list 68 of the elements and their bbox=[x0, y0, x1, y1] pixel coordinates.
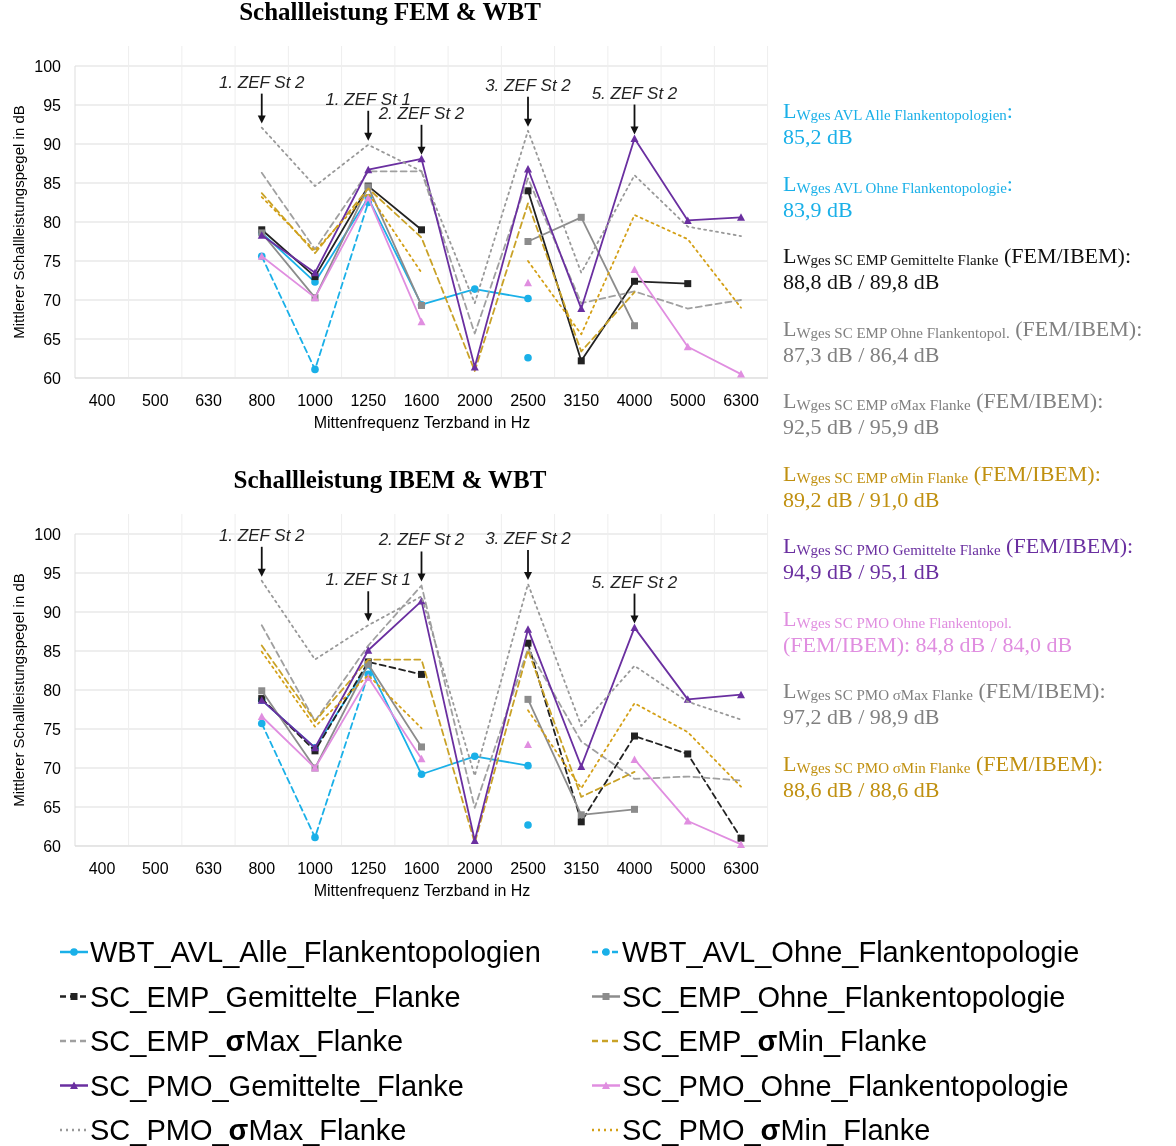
legend-label: SC_EMP_Gemittelte_Flanke bbox=[90, 980, 461, 1013]
annotation: 3. ZEF St 2 bbox=[485, 528, 572, 548]
legend-label: SC_PMO_σMin_Flanke bbox=[622, 1114, 931, 1146]
x-tick-label: 800 bbox=[248, 392, 276, 409]
annotation: 1. ZEF St 1 bbox=[325, 570, 412, 590]
x-tick-label: 500 bbox=[141, 392, 169, 409]
x-axis-title: Mittenfrequenz Terzband in Hz bbox=[313, 882, 531, 899]
y-tick-label: 90 bbox=[43, 603, 62, 621]
y-tick-label: 95 bbox=[43, 564, 62, 582]
x-tick-label: 6300 bbox=[723, 860, 759, 877]
y-tick-label: 85 bbox=[43, 642, 62, 660]
y-axis-title: Mittlerer Schallleistungspegel in dB bbox=[10, 105, 27, 339]
y-tick-label: 75 bbox=[43, 252, 62, 270]
legend-label: SC_EMP_σMin_Flanke bbox=[622, 1025, 928, 1058]
y-tick-label: 70 bbox=[43, 759, 62, 777]
legend-label: WBT_AVL_Ohne_Flankentopologie bbox=[622, 936, 1080, 969]
x-tick-label: 400 bbox=[88, 860, 116, 877]
x-tick-label: 1000 bbox=[297, 392, 333, 409]
x-tick-label: 1600 bbox=[403, 860, 440, 877]
chart-title: Schallleistung FEM & WBT bbox=[239, 0, 542, 25]
y-tick-label: 65 bbox=[43, 330, 62, 348]
x-tick-label: 4000 bbox=[616, 392, 653, 409]
legend-label: SC_PMO_Ohne_Flankentopologie bbox=[622, 1069, 1069, 1102]
y-axis-title: Mittlerer Schallleistungspegel in dB bbox=[10, 573, 27, 807]
legend-label: SC_PMO_σMax_Flanke bbox=[90, 1114, 407, 1146]
x-tick-label: 2000 bbox=[456, 392, 493, 409]
y-tick-label: 60 bbox=[43, 837, 62, 855]
x-tick-label: 1600 bbox=[403, 392, 440, 409]
x-tick-label: 3150 bbox=[563, 860, 600, 877]
x-tick-label: 2500 bbox=[510, 860, 546, 877]
legend-label: WBT_AVL_Alle_Flankentopologien bbox=[90, 936, 541, 969]
x-tick-label: 2500 bbox=[510, 392, 546, 409]
x-tick-label: 1250 bbox=[350, 392, 387, 409]
x-tick-label: 500 bbox=[141, 860, 169, 877]
annotation: 1. ZEF St 2 bbox=[218, 525, 306, 545]
x-tick-label: 3150 bbox=[563, 392, 600, 409]
y-tick-label: 90 bbox=[43, 135, 62, 153]
annotation: 1. ZEF St 2 bbox=[218, 72, 306, 92]
x-tick-label: 1000 bbox=[297, 860, 333, 877]
x-tick-label: 630 bbox=[195, 860, 222, 877]
x-tick-label: 630 bbox=[195, 392, 222, 409]
x-tick-label: 5000 bbox=[669, 860, 706, 877]
chart-title: Schallleistung IBEM & WBT bbox=[233, 466, 547, 493]
y-tick-label: 85 bbox=[43, 174, 62, 192]
annotation: 3. ZEF St 2 bbox=[485, 75, 572, 95]
x-axis-title: Mittenfrequenz Terzband in Hz bbox=[313, 414, 531, 431]
y-tick-label: 100 bbox=[34, 57, 62, 75]
annotation: 5. ZEF St 2 bbox=[591, 83, 678, 103]
x-tick-label: 4000 bbox=[616, 860, 653, 877]
legend-label: SC_PMO_Gemittelte_Flanke bbox=[90, 1069, 464, 1102]
x-tick-label: 2000 bbox=[456, 860, 493, 877]
y-tick-label: 80 bbox=[43, 681, 62, 699]
y-tick-label: 65 bbox=[43, 798, 62, 816]
annotation: 2. ZEF St 2 bbox=[377, 530, 465, 550]
y-tick-label: 75 bbox=[43, 720, 62, 738]
y-tick-label: 70 bbox=[43, 291, 62, 309]
annotation: 5. ZEF St 2 bbox=[591, 572, 678, 592]
legend-label: SC_EMP_Ohne_Flankentopologie bbox=[622, 980, 1066, 1013]
y-tick-label: 60 bbox=[43, 369, 62, 387]
x-tick-label: 1250 bbox=[350, 860, 387, 877]
x-tick-label: 6300 bbox=[723, 392, 759, 409]
x-tick-label: 5000 bbox=[669, 392, 706, 409]
y-tick-label: 100 bbox=[34, 525, 62, 543]
legend-label: SC_EMP_σMax_Flanke bbox=[90, 1025, 404, 1058]
x-tick-label: 800 bbox=[248, 860, 276, 877]
y-tick-label: 95 bbox=[43, 96, 62, 114]
x-tick-label: 400 bbox=[88, 392, 116, 409]
y-tick-label: 80 bbox=[43, 213, 62, 231]
